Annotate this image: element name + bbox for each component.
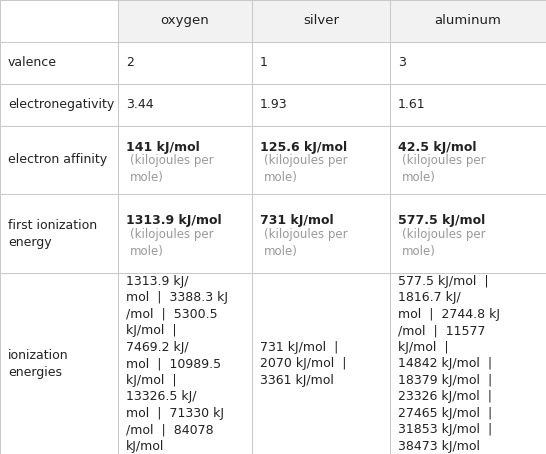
Text: (kilojoules per
mole): (kilojoules per mole)	[130, 154, 213, 184]
Bar	[390, 42, 546, 84]
Bar	[0, 273, 118, 454]
Bar	[390, 273, 546, 454]
Bar	[390, 84, 546, 126]
Bar	[118, 126, 252, 194]
Bar	[0, 126, 118, 194]
Bar	[118, 0, 252, 42]
Text: 3.44: 3.44	[126, 98, 153, 111]
Bar	[118, 84, 252, 126]
Text: aluminum: aluminum	[435, 15, 501, 27]
Bar	[118, 273, 252, 454]
Text: 1.61: 1.61	[398, 98, 426, 111]
Bar	[252, 126, 390, 194]
Text: (kilojoules per
mole): (kilojoules per mole)	[264, 154, 348, 184]
Text: 3: 3	[398, 56, 406, 69]
Text: 1.93: 1.93	[260, 98, 288, 111]
Text: 141 kJ/mol: 141 kJ/mol	[126, 141, 200, 153]
Bar	[252, 273, 390, 454]
Text: 577.5 kJ/mol: 577.5 kJ/mol	[398, 214, 485, 227]
Text: electron affinity: electron affinity	[8, 153, 107, 166]
Text: 731 kJ/mol: 731 kJ/mol	[260, 214, 334, 227]
Text: oxygen: oxygen	[161, 15, 209, 27]
Bar	[0, 84, 118, 126]
Bar	[252, 0, 390, 42]
Text: (kilojoules per
mole): (kilojoules per mole)	[402, 154, 485, 184]
Bar	[252, 42, 390, 84]
Text: 125.6 kJ/mol: 125.6 kJ/mol	[260, 141, 347, 153]
Text: 1: 1	[260, 56, 268, 69]
Bar	[390, 0, 546, 42]
Bar	[252, 84, 390, 126]
Bar	[390, 126, 546, 194]
Text: silver: silver	[303, 15, 339, 27]
Text: 1313.9 kJ/mol: 1313.9 kJ/mol	[126, 214, 222, 227]
Text: 1313.9 kJ/
mol  |  3388.3 kJ
/mol  |  5300.5
kJ/mol  |
7469.2 kJ/
mol  |  10989.: 1313.9 kJ/ mol | 3388.3 kJ /mol | 5300.5…	[126, 275, 228, 453]
Text: ionization
energies: ionization energies	[8, 349, 69, 379]
Text: valence: valence	[8, 56, 57, 69]
Bar	[390, 194, 546, 273]
Bar	[252, 194, 390, 273]
Text: electronegativity: electronegativity	[8, 98, 114, 111]
Text: (kilojoules per
mole): (kilojoules per mole)	[130, 228, 213, 258]
Text: (kilojoules per
mole): (kilojoules per mole)	[402, 228, 485, 258]
Bar	[0, 194, 118, 273]
Bar	[118, 42, 252, 84]
Text: 2: 2	[126, 56, 134, 69]
Bar	[0, 42, 118, 84]
Text: 42.5 kJ/mol: 42.5 kJ/mol	[398, 141, 477, 153]
Text: 577.5 kJ/mol  |
1816.7 kJ/
mol  |  2744.8 kJ
/mol  |  11577
kJ/mol  |
14842 kJ/m: 577.5 kJ/mol | 1816.7 kJ/ mol | 2744.8 k…	[398, 275, 500, 453]
Text: (kilojoules per
mole): (kilojoules per mole)	[264, 228, 348, 258]
Bar	[118, 194, 252, 273]
Bar	[0, 0, 118, 42]
Text: 731 kJ/mol  |
2070 kJ/mol  |
3361 kJ/mol: 731 kJ/mol | 2070 kJ/mol | 3361 kJ/mol	[260, 340, 347, 387]
Text: first ionization
energy: first ionization energy	[8, 219, 97, 249]
